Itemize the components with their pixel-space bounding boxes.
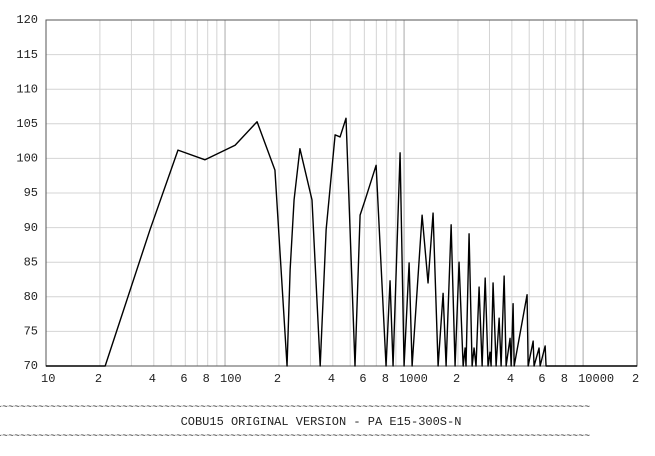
separator: ~~~~~~~~~~~~~~~~~~~~~~~~~~~~~~~~~~~~~~~~… bbox=[0, 432, 590, 443]
x-tick-label: 8 bbox=[382, 372, 389, 386]
x-tick-label: 4 bbox=[328, 372, 335, 386]
x-tick-label: 4 bbox=[149, 372, 156, 386]
x-tick-label: 8 bbox=[203, 372, 210, 386]
y-tick-label: 95 bbox=[24, 186, 38, 200]
y-tick-label: 85 bbox=[24, 255, 38, 269]
x-tick-label: 2 bbox=[274, 372, 281, 386]
y-tick-label: 90 bbox=[24, 221, 38, 235]
x-tick-label: 6 bbox=[180, 372, 187, 386]
y-tick-label: 110 bbox=[16, 82, 38, 96]
x-tick-label: 2 bbox=[95, 372, 102, 386]
y-tick-label: 115 bbox=[16, 48, 38, 62]
y-tick-label: 70 bbox=[24, 359, 38, 373]
y-tick-label: 120 bbox=[16, 13, 38, 27]
plot-frame bbox=[45, 19, 638, 367]
x-tick-label: 10000 bbox=[578, 372, 614, 386]
x-tick-label: 10 bbox=[41, 372, 55, 386]
y-tick-label: 100 bbox=[16, 152, 38, 166]
x-tick-label: 1000 bbox=[399, 372, 428, 386]
x-tick-label: 2 bbox=[453, 372, 460, 386]
x-tick-label: 6 bbox=[359, 372, 366, 386]
x-tick-label: 100 bbox=[220, 372, 242, 386]
x-tick-label: 4 bbox=[507, 372, 514, 386]
y-tick-label: 75 bbox=[24, 325, 38, 339]
response-curve bbox=[46, 117, 637, 367]
x-tick-label: 2 bbox=[632, 372, 639, 386]
x-tick-label: 8 bbox=[561, 372, 568, 386]
y-tick-label: 80 bbox=[24, 290, 38, 304]
y-tick-label: 105 bbox=[16, 117, 38, 131]
x-tick-label: 6 bbox=[538, 372, 545, 386]
separator: ~~~~~~~~~~~~~~~~~~~~~~~~~~~~~~~~~~~~~~~~… bbox=[0, 403, 590, 414]
caption: COBU15 ORIGINAL VERSION - PA E15-300S-N bbox=[181, 415, 462, 429]
